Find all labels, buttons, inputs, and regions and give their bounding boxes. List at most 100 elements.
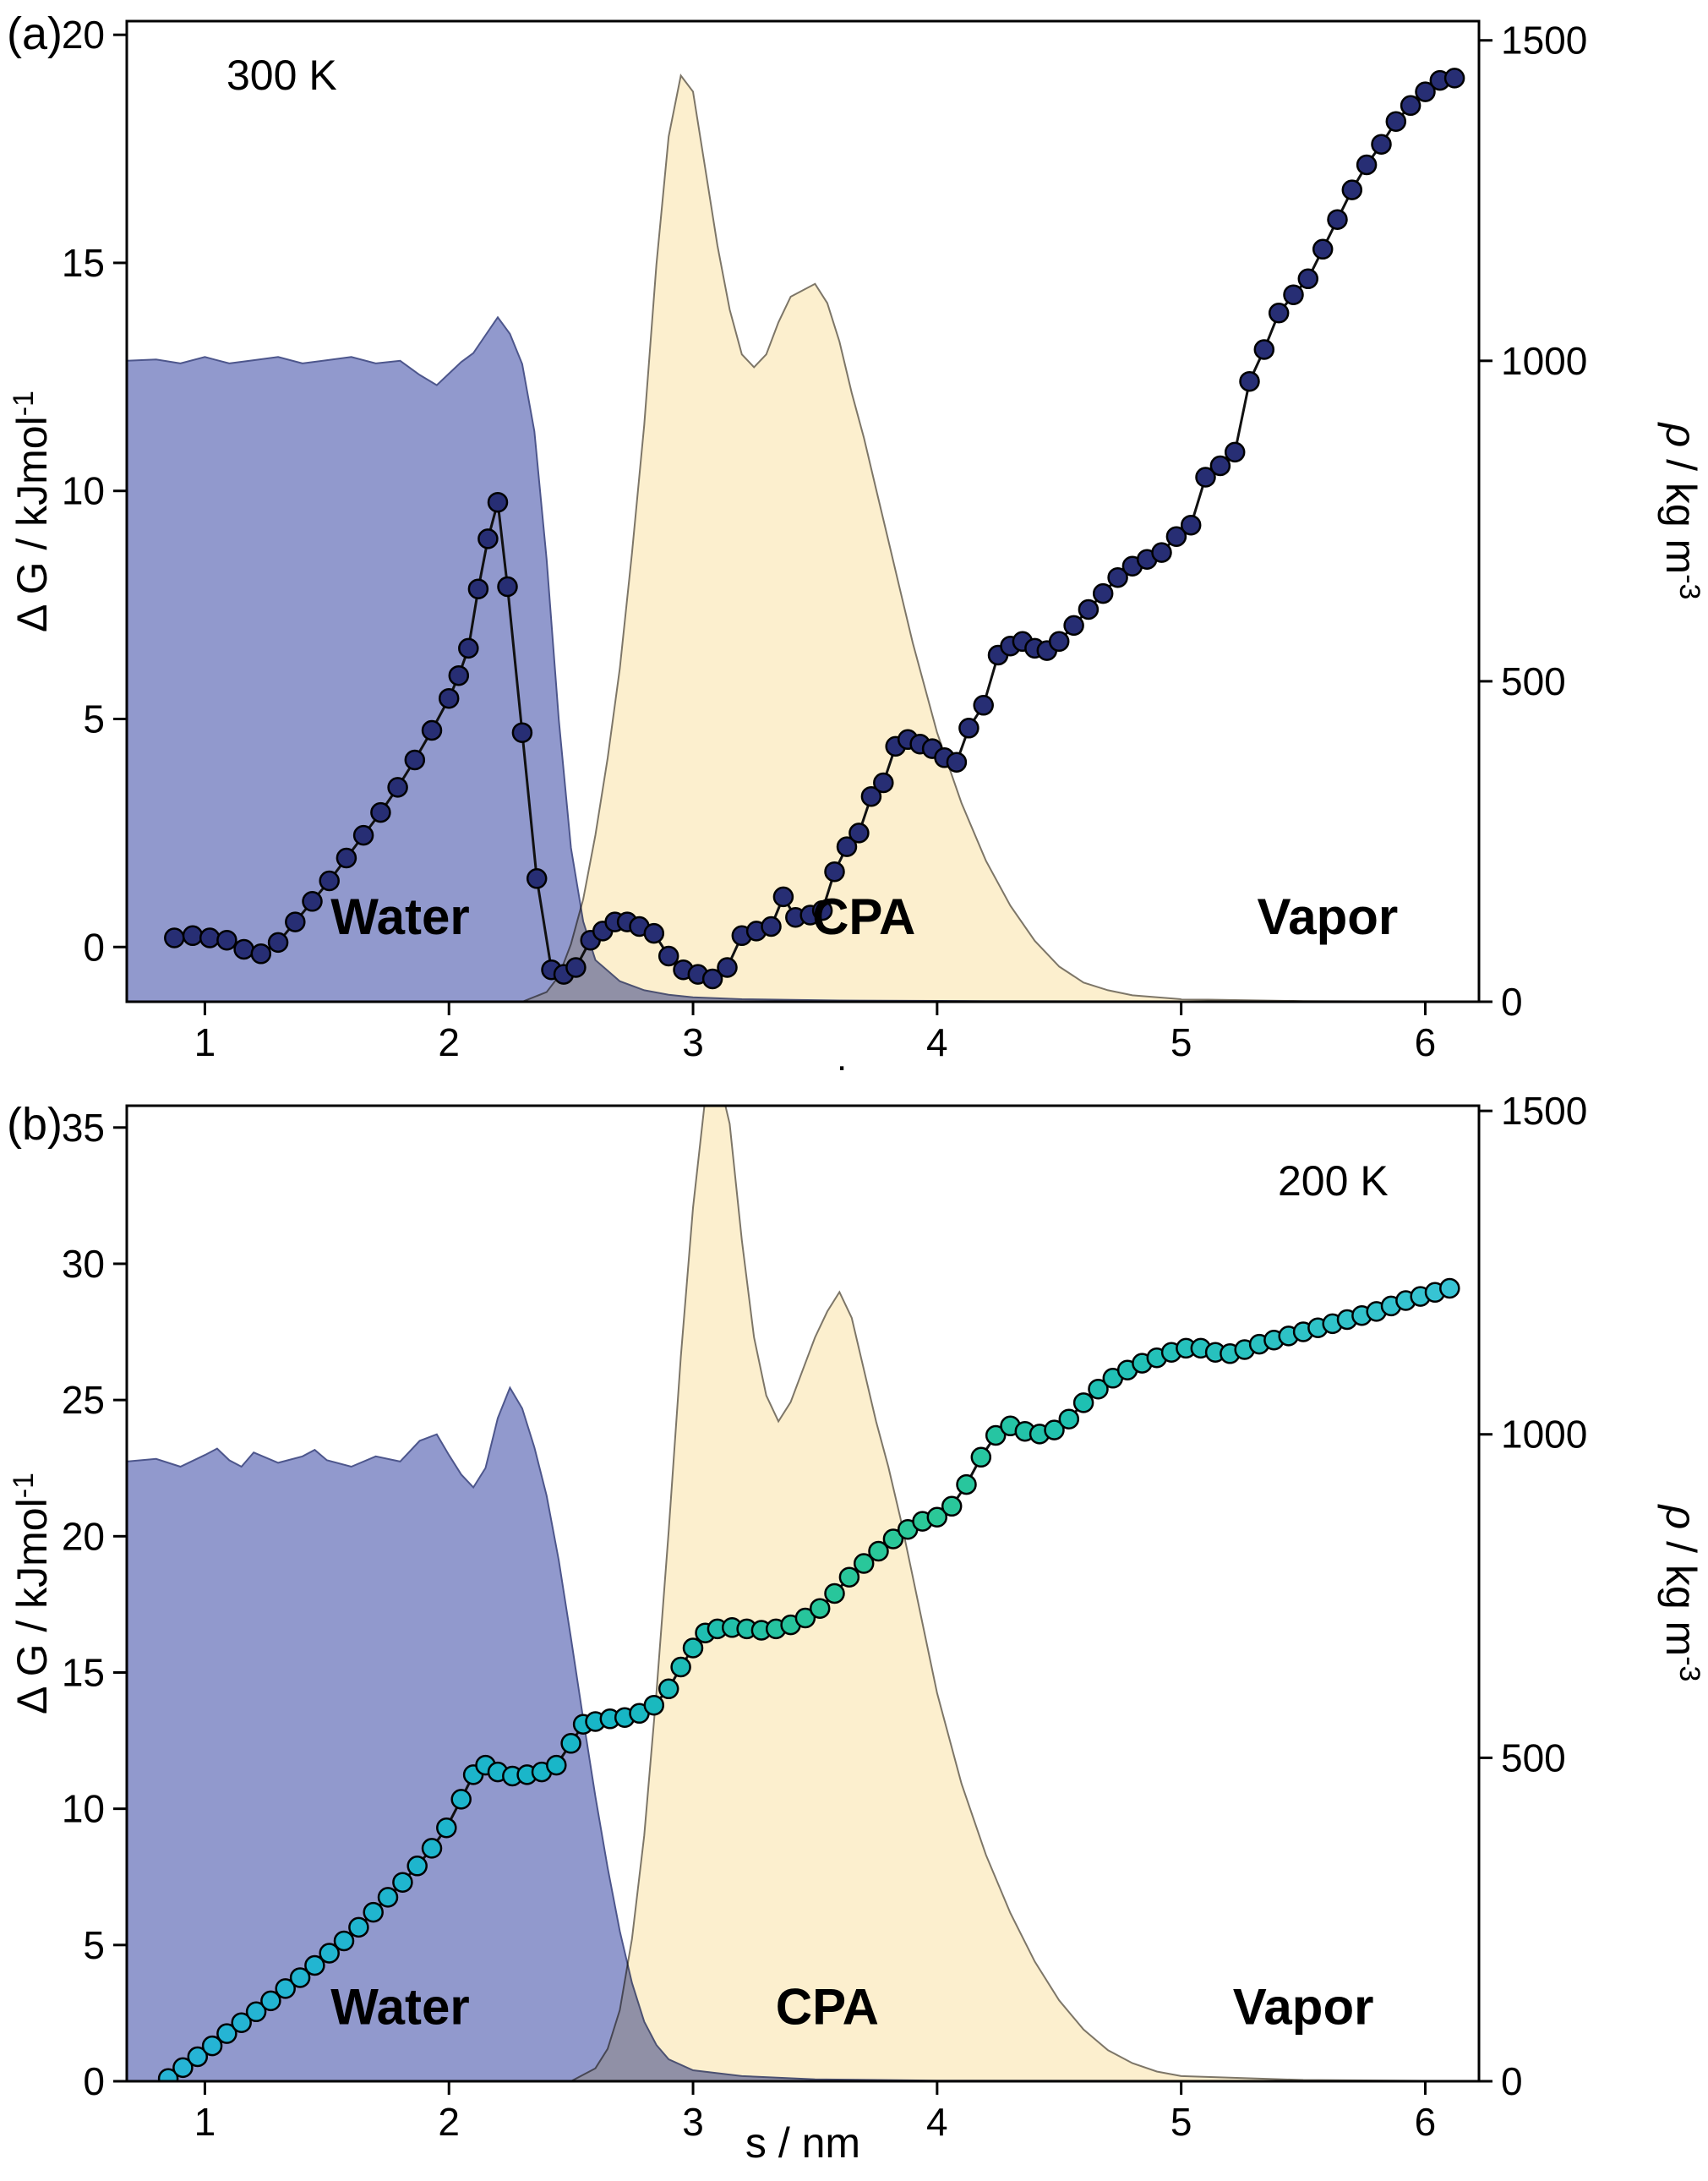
y-right-axis-label-b: ρ / kg m-3 (1657, 1504, 1705, 1682)
plot-frame-b (125, 1104, 1481, 2083)
free-energy-point (352, 824, 374, 846)
free-energy-point (853, 1553, 875, 1574)
y-right-tick-label: 500 (1501, 1736, 1566, 1779)
free-energy-point (199, 927, 221, 948)
free-energy-point (1239, 370, 1260, 392)
free-energy-point (701, 968, 723, 990)
free-energy-point (772, 886, 794, 908)
region-label-vapor-b: Vapor (1233, 1978, 1374, 2035)
free-energy-point (973, 695, 994, 716)
free-energy-point (849, 823, 870, 844)
free-energy-point (811, 899, 833, 921)
free-energy-point (824, 861, 845, 883)
free-energy-point (1297, 268, 1319, 290)
free-energy-point (956, 1473, 977, 1495)
free-energy-point (526, 868, 548, 889)
free-energy-point (182, 925, 204, 947)
region-label-water-b: Water (330, 1978, 469, 2035)
free-energy-point (1088, 1378, 1109, 1400)
free-energy-point (1268, 303, 1290, 324)
x-tick-label: 3 (682, 1020, 704, 1064)
stray-dot: . (837, 1037, 847, 1079)
free-energy-point (1443, 68, 1465, 89)
free-energy-point (565, 957, 587, 978)
free-energy-point (164, 927, 185, 948)
y-right-tick-label: 1000 (1501, 1413, 1587, 1457)
free-energy-point (882, 1528, 904, 1550)
free-energy-point (682, 1637, 704, 1659)
plot-frame-a (125, 19, 1481, 1003)
x-tick-label: 4 (926, 2100, 948, 2144)
free-energy-point (387, 777, 408, 798)
free-energy-point (1224, 441, 1246, 463)
y-left-tick-label: 5 (83, 1923, 105, 1967)
free-energy-point (477, 528, 499, 549)
x-tick-label: 2 (438, 2100, 460, 2144)
free-energy-point (157, 2068, 179, 2081)
free-energy-point (1044, 1419, 1065, 1440)
region-label-cpa-b: CPA (776, 1978, 879, 2035)
free-energy-point (1072, 1392, 1094, 1413)
free-energy-point (1415, 81, 1436, 102)
y-right-tick-label: 1000 (1501, 339, 1587, 383)
free-energy-point (267, 932, 289, 954)
free-energy-point (1253, 339, 1275, 360)
free-energy-point (836, 836, 858, 857)
free-energy-point (260, 1990, 281, 2012)
free-energy-point (1283, 284, 1304, 305)
free-energy-point (1356, 154, 1378, 176)
temperature-label-b: 200 K (1278, 1157, 1389, 1205)
x-tick-label: 6 (1415, 1020, 1437, 1064)
free-energy-point (302, 891, 323, 912)
region-label-cpa-a: CPA (812, 888, 915, 945)
free-energy-point (289, 1967, 311, 1988)
x-tick-label: 6 (1415, 2100, 1437, 2144)
free-energy-point (958, 718, 980, 739)
free-energy-point (941, 1495, 963, 1517)
y-left-tick-label: 15 (62, 241, 105, 285)
panel-a: 1 2 3 4 5 6 0 5 10 15 20 0 500 1000 1500 Water CPA Vapor (62, 13, 1588, 1064)
free-energy-point (838, 1566, 860, 1588)
free-energy-point (392, 1872, 413, 1893)
free-energy-point (407, 1856, 428, 1877)
free-energy-point (643, 922, 665, 944)
y-left-tick-label: 35 (62, 1106, 105, 1150)
x-tick-label: 1 (194, 2100, 216, 2144)
free-energy-point (1195, 467, 1216, 488)
y-right-axis-label-a: ρ / kg m-3 (1657, 422, 1705, 600)
free-energy-point (458, 637, 479, 659)
y-right-tick-label: 0 (1501, 980, 1523, 1024)
free-energy-point (1341, 179, 1363, 200)
x-tick-label: 1 (194, 1020, 216, 1064)
free-energy-point (926, 1506, 948, 1528)
free-energy-point (233, 938, 254, 960)
free-energy-point (794, 1607, 816, 1629)
free-energy-point (421, 1838, 443, 1859)
free-energy-point (1180, 514, 1202, 536)
free-energy-point (658, 1678, 679, 1700)
x-tick-label: 3 (682, 2100, 704, 2144)
free-energy-point (1439, 1277, 1460, 1299)
y-right-tick-label: 500 (1501, 659, 1566, 703)
y-left-tick-label: 0 (83, 925, 105, 969)
y-left-tick-label: 10 (62, 1787, 105, 1831)
free-energy-point (824, 1582, 845, 1604)
free-energy-point (985, 1424, 1007, 1446)
region-label-water-a: Water (330, 888, 469, 945)
free-energy-point (404, 749, 426, 771)
free-energy-point (1165, 526, 1187, 547)
free-energy-point (1400, 95, 1422, 117)
free-energy-point (970, 1446, 992, 1468)
free-energy-point (546, 1754, 567, 1776)
free-energy-point (245, 2001, 267, 2023)
free-energy-point (377, 1887, 399, 1908)
free-energy-point (333, 1930, 355, 1952)
free-energy-point (511, 722, 533, 743)
panel-a-letter: (a) (7, 8, 63, 59)
free-energy-point (643, 1694, 665, 1716)
free-energy-point (761, 916, 782, 937)
free-energy-point (860, 785, 882, 807)
free-energy-point (436, 1817, 457, 1839)
